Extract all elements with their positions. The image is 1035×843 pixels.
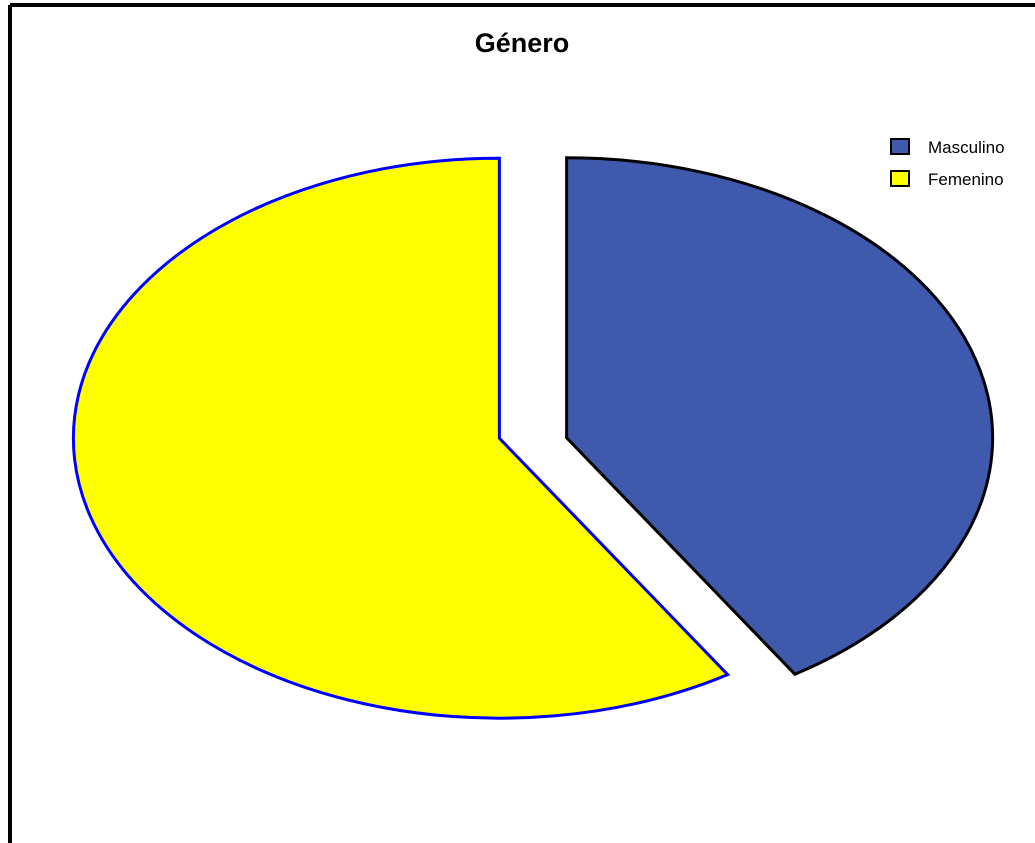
legend-swatch-masculino (890, 138, 910, 155)
legend-item-femenino: Femenino (890, 170, 1004, 189)
legend-swatch-femenino (890, 170, 910, 187)
pie-slice-masculino (565, 156, 995, 676)
pie-slices (71, 156, 995, 720)
legend-item-masculino: Masculino (890, 138, 1005, 157)
pie-slice-femenino (71, 156, 731, 720)
legend: Masculino Femenino (890, 138, 1005, 189)
legend-label-masculino: Masculino (928, 138, 1005, 157)
legend-label-femenino: Femenino (928, 170, 1004, 189)
chart-title: Género (475, 28, 570, 58)
